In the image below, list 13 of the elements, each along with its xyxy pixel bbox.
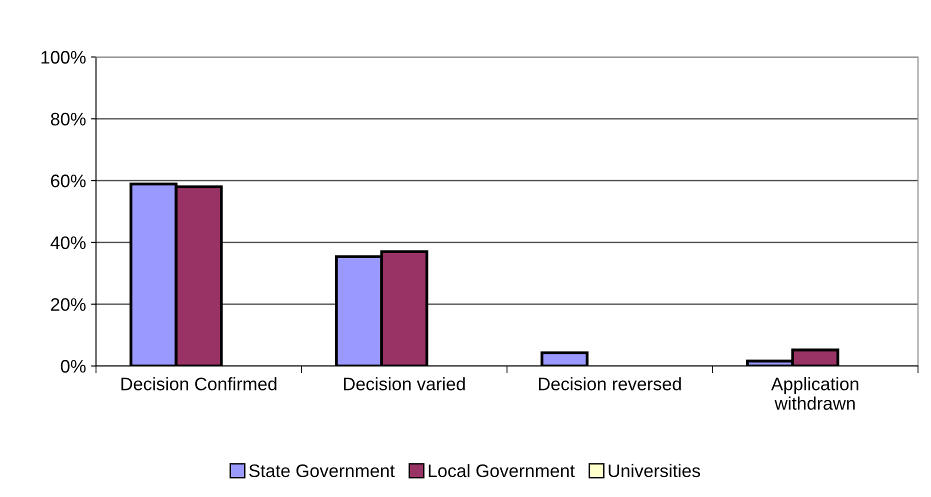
y-tick-label: 40% bbox=[50, 236, 86, 250]
x-tick-label: Decision varied bbox=[344, 377, 465, 390]
y-tick-label: 100% bbox=[41, 50, 86, 64]
x-tick-label: Decision reversed bbox=[538, 377, 681, 390]
x-tick-label: Decision Confirmed bbox=[121, 377, 276, 390]
y-tick-label: 60% bbox=[51, 174, 86, 188]
y-tick-label: 0% bbox=[60, 360, 86, 373]
x-tick-label: Application withdrawn bbox=[771, 377, 858, 410]
legend-label: Universities bbox=[608, 464, 700, 478]
legend-label: Local Government bbox=[428, 464, 575, 478]
y-tick-label: 80% bbox=[50, 112, 86, 126]
legend-label: State Government bbox=[249, 464, 395, 478]
y-tick-label: 20% bbox=[51, 298, 86, 311]
